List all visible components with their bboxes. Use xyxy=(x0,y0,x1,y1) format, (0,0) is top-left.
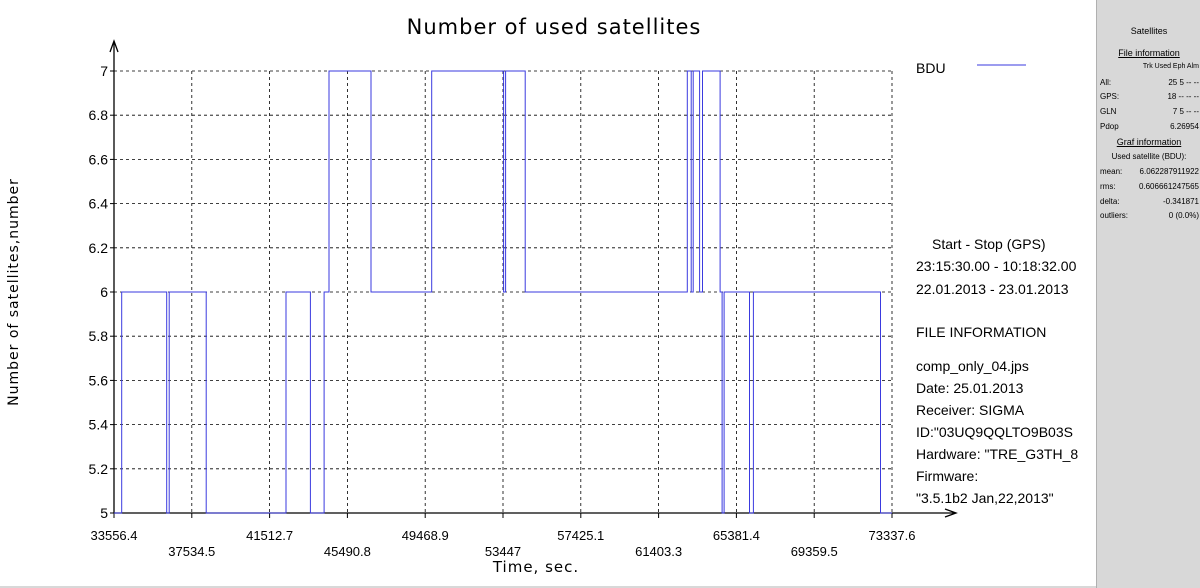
stat-outliers: outliers: 0 (0.0%) xyxy=(1100,211,1199,220)
x-tick-label: 41512.7 xyxy=(246,528,293,543)
x-axis-arrow xyxy=(944,508,958,518)
row-all: All: 25 5 -- -- xyxy=(1100,78,1199,87)
y-tick-label: 5 xyxy=(100,505,108,521)
row-gln: GLN 7 5 -- -- xyxy=(1100,107,1199,116)
file-information-title: FILE INFORMATION xyxy=(916,324,1047,340)
x-tick-label: 49468.9 xyxy=(402,528,449,543)
x-tick-label: 73337.6 xyxy=(869,528,916,543)
x-tick-label: 69359.5 xyxy=(791,544,838,559)
x-tick-label: 53447 xyxy=(485,544,521,559)
legend: BDU xyxy=(916,60,1026,76)
y-axis-label: Number of satellites,number xyxy=(6,178,22,406)
chart-title: Number of used satellites xyxy=(407,15,702,39)
y-tick-label: 5.8 xyxy=(89,328,109,344)
stat-rms-value: 0.606661247565 xyxy=(1138,182,1199,191)
receiver: Receiver: SIGMA xyxy=(916,402,1025,418)
row-gps-values: 18 -- -- -- xyxy=(1167,92,1199,101)
legend-label-bdu: BDU xyxy=(916,60,946,76)
stat-mean: mean: 6.062287911922 xyxy=(1100,167,1199,176)
row-gln-values: 7 5 -- -- xyxy=(1172,107,1199,116)
y-tick-label: 5.2 xyxy=(89,461,109,477)
x-tick-label: 45490.8 xyxy=(324,544,371,559)
column-headers: Trk Used Eph Alm xyxy=(1142,63,1199,70)
row-pdop-value: 6.26954 xyxy=(1170,122,1199,131)
hardware: Hardware: "TRE_G3TH_8 xyxy=(916,446,1079,462)
y-tick-labels: 5 5.2 5.4 5.6 5.8 6 6.2 6.4 6.6 6.8 7 xyxy=(89,63,109,521)
x-tick-label: 61403.3 xyxy=(635,544,682,559)
y-tick-label: 6.4 xyxy=(89,196,109,212)
window-bottom-edge xyxy=(0,586,1096,588)
stat-delta: delta: -0.341871 xyxy=(1100,197,1199,206)
time-range: 23:15:30.00 - 10:18:32.00 xyxy=(916,258,1077,274)
date-range: 22.01.2013 - 23.01.2013 xyxy=(916,281,1069,297)
stat-mean-value: 6.062287911922 xyxy=(1139,167,1199,176)
row-pdop: Pdop 6.26954 xyxy=(1100,122,1199,131)
graf-info-heading: Graf information xyxy=(1116,137,1182,147)
firmware-value: "3.5.1b2 Jan,22,2013" xyxy=(916,490,1054,506)
x-tick-label: 37534.5 xyxy=(168,544,215,559)
file-name: comp_only_04.jps xyxy=(916,358,1029,374)
file-date: Date: 25.01.2013 xyxy=(916,380,1024,396)
used-satellite-caption: Used satellite (BDU): xyxy=(1111,152,1187,161)
satellites-chart: Number of used satellites 5 5.2 5.4 5.6 5.8 6… xyxy=(6,15,1026,576)
file-info-heading: File information xyxy=(1118,48,1180,58)
y-tick-label: 6.6 xyxy=(89,151,109,167)
row-gps: GPS: 18 -- -- -- xyxy=(1100,92,1199,101)
stat-outliers-value: 0 (0.0%) xyxy=(1168,211,1199,220)
row-gln-label: GLN xyxy=(1100,107,1117,116)
y-tick-label: 6 xyxy=(100,284,108,300)
y-tick-label: 5.4 xyxy=(89,417,109,433)
y-tick-label: 5.6 xyxy=(89,372,109,388)
stat-outliers-label: outliers: xyxy=(1100,211,1129,220)
axes xyxy=(109,39,958,518)
stat-rms-label: rms: xyxy=(1100,182,1116,191)
x-tick-label: 65381.4 xyxy=(713,528,760,543)
x-axis-label: Time, sec. xyxy=(492,558,579,576)
side-panel-title: Satellites xyxy=(1130,26,1168,36)
x-tick-labels: 33556.4 37534.5 41512.7 45490.8 49468.9 53447… xyxy=(91,528,916,559)
row-all-values: 25 5 -- -- xyxy=(1168,78,1199,87)
series-bdu-line xyxy=(114,70,892,514)
row-pdop-label: Pdop xyxy=(1100,122,1119,131)
stat-mean-label: mean: xyxy=(1100,167,1123,176)
y-tick-label: 6.8 xyxy=(89,107,109,123)
x-tick-label: 57425.1 xyxy=(557,528,604,543)
row-all-label: All: xyxy=(1100,78,1112,87)
start-stop-title: Start - Stop (GPS) xyxy=(932,236,1046,252)
stat-delta-value: -0.341871 xyxy=(1162,197,1199,206)
receiver-id: ID:"03UQ9QQLTO9B03S xyxy=(916,424,1073,440)
y-tick-label: 7 xyxy=(100,63,108,79)
row-gps-label: GPS: xyxy=(1100,92,1120,101)
stat-delta-label: delta: xyxy=(1100,197,1120,206)
y-axis-arrow xyxy=(109,39,119,53)
y-tick-label: 6.2 xyxy=(89,240,109,256)
stat-rms: rms: 0.606661247565 xyxy=(1100,182,1199,191)
firmware-label: Firmware: xyxy=(916,468,979,484)
x-tick-label: 33556.4 xyxy=(91,528,138,543)
satellites-side-panel: Satellites File information Trk Used Eph… xyxy=(1096,0,1200,588)
